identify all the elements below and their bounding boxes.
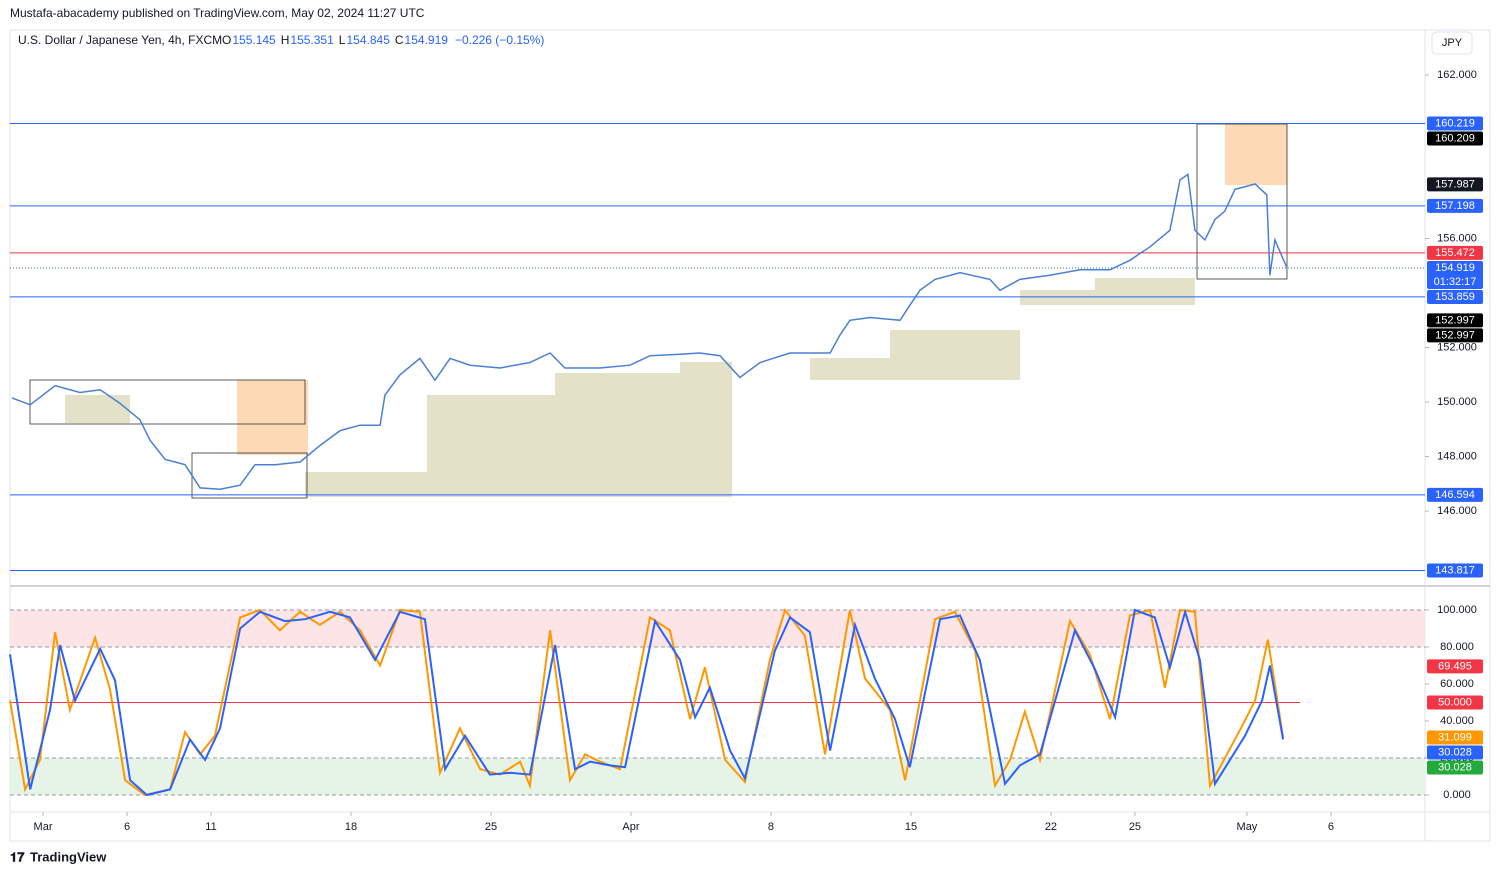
price-label-box [1427,116,1483,131]
ohlc-value: 155.351 [290,33,334,47]
y-tick-label: 148.000 [1437,450,1477,462]
price-label: 143.817 [1435,564,1475,576]
price-label-box [1427,730,1483,745]
price-label: 31.099 [1438,731,1472,743]
ohlc-value: 155.145 [232,33,276,47]
series-line [9,608,1285,797]
footer-logo: 𝟏𝟕 [10,849,25,864]
demand-zone [890,330,1020,380]
x-tick-label: 15 [905,821,917,833]
y-tick-label: 156.000 [1437,232,1477,244]
price-label-box [1427,289,1483,304]
demand-zone [65,395,130,423]
price-label: 153.859 [1435,291,1475,303]
currency[interactable]: JPY [1442,37,1463,49]
range-box [29,379,306,425]
y-tick-label: 162.000 [1437,69,1477,81]
supply-zone [237,380,308,455]
zone-band [10,609,1425,647]
ohlc-key: H [281,33,290,47]
price-label: 30.028 [1438,761,1472,773]
x-tick-label: May [1237,821,1258,833]
x-tick-label: 18 [345,821,357,833]
price-label: 50.000 [1438,696,1472,708]
symbol: U.S. Dollar / Japanese Yen, 4h, FXCM [18,33,222,47]
change: −0.226 (−0.15%) [455,33,544,47]
ohlc-key: L [339,33,346,47]
x-tick-label: Apr [622,821,639,833]
y-tick-label: 80.000 [1440,641,1474,653]
demand-zone [1020,290,1095,305]
price-label-box [1427,760,1483,775]
y-tick-label: 40.000 [1440,715,1474,727]
demand-zone [305,472,427,497]
price-label-box [1427,563,1483,578]
demand-zone [680,362,732,497]
demand-zone [555,373,680,497]
price-label-box [1427,198,1483,213]
y-tick-label: 60.000 [1440,678,1474,690]
countdown: 01:32:17 [1434,276,1477,288]
price-label: 152.997 [1435,329,1475,341]
ohlc-value: 154.845 [346,33,390,47]
published-note: Mustafa-abacademy published on TradingVi… [10,6,425,20]
series-line [11,173,1288,490]
demand-zone [427,395,555,497]
y-tick-label: 152.000 [1437,341,1477,353]
ohlc-legend: O 155.145 H 155.351 L 154.845 C 154.919 −0.226 (… [222,33,544,47]
x-tick-label: 6 [1328,821,1334,833]
footer-brand: TradingView [30,849,107,864]
y-tick-label: 146.000 [1437,505,1477,517]
currency-button[interactable] [1431,31,1473,55]
price-label-box [1427,177,1483,192]
ohlc-key: O [222,33,231,47]
price-label: 69.495 [1438,660,1472,672]
price-label-box [1427,487,1483,502]
price-label-box [1427,260,1483,289]
zone-band [10,757,1425,795]
demand-zone [810,358,890,380]
y-tick-label: 100.000 [1437,604,1477,616]
price-label: 154.919 [1435,262,1475,274]
x-tick-label: Mar [34,821,53,833]
price-label-box [1427,659,1483,674]
price-label: 160.219 [1435,117,1475,129]
y-tick-label: 0.000 [1443,789,1471,801]
price-label-box [1427,313,1483,328]
x-tick-label: 6 [124,821,130,833]
x-tick-label: 22 [1045,821,1057,833]
price-label-box [1427,745,1483,760]
price-label-box [1427,131,1483,146]
x-tick-label: 11 [205,821,216,833]
series-line [9,607,1285,797]
x-tick-label: 25 [1129,821,1141,833]
price-label-box [1427,695,1483,710]
ohlc-key: C [395,33,404,47]
demand-zone [1095,278,1195,305]
x-tick-label: 25 [485,821,497,833]
price-label: 30.028 [1438,746,1472,758]
price-label: 157.198 [1435,200,1475,212]
supply-zone [1225,124,1287,185]
price-label: 152.997 [1435,314,1475,326]
x-tick-label: 8 [768,821,774,833]
price-label: 160.209 [1435,132,1475,144]
price-label: 157.987 [1435,178,1475,190]
ohlc-value: 154.919 [405,33,449,47]
y-tick-label: 150.000 [1437,396,1477,408]
price-label-box [1427,328,1483,343]
price-label: 155.472 [1435,247,1475,259]
zones [29,123,1288,499]
price-label: 146.594 [1435,489,1475,501]
price-label-box [1427,245,1483,260]
